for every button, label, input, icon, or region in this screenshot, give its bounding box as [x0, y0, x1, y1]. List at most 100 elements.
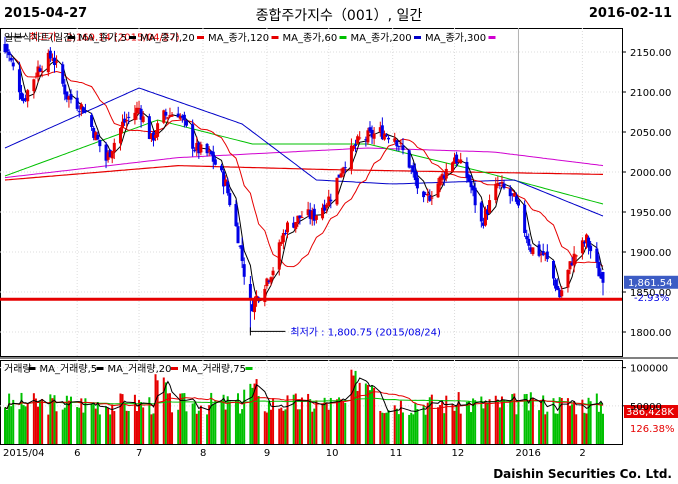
candle-body	[574, 255, 578, 257]
candle-body	[440, 174, 444, 180]
volume-bar	[602, 413, 604, 444]
volume-bar	[511, 394, 514, 444]
price-tick-label: 2150.00	[630, 48, 671, 59]
candle-body	[572, 253, 576, 266]
volume-bar	[422, 404, 425, 444]
candle-body	[46, 52, 50, 73]
volume-bar	[515, 414, 518, 444]
volume-bar	[183, 393, 186, 444]
volume-bar	[156, 380, 159, 444]
candle-body	[240, 245, 244, 261]
volume-bar	[430, 394, 433, 444]
broker-brand: Daishin Securities Co. Ltd.	[493, 467, 672, 481]
price-grid	[0, 28, 678, 359]
volume-bar	[554, 413, 557, 444]
volume-bar	[552, 398, 555, 444]
candle-body	[314, 215, 318, 220]
volume-bar	[381, 412, 384, 444]
candle-body	[26, 90, 30, 102]
volume-bar	[416, 408, 419, 444]
moving-average-lines	[4, 50, 604, 302]
volume-bar	[465, 401, 468, 444]
volume-bar	[181, 393, 184, 444]
volume-bar	[123, 402, 126, 444]
legend-swatch	[339, 36, 347, 39]
volume-bar	[47, 414, 50, 444]
ma300-line	[4, 147, 604, 179]
x-tick-label: 11	[390, 448, 403, 459]
volume-bar	[581, 399, 584, 444]
candle-body	[61, 64, 65, 84]
candle-body	[40, 71, 44, 73]
candle-body	[34, 76, 38, 78]
volume-bar	[408, 414, 411, 444]
volume-bar	[166, 393, 169, 444]
legend-label: MA_종가,300	[425, 32, 486, 44]
volume-bar	[414, 403, 417, 444]
volume-bar	[272, 398, 275, 444]
x-tick-label: 8	[200, 448, 206, 459]
candle-body	[378, 127, 382, 132]
volume-bar	[296, 409, 299, 444]
volume-bar	[451, 404, 454, 444]
candle-body	[248, 284, 252, 300]
candle-body	[17, 69, 21, 93]
candle-body	[279, 241, 283, 244]
candle-body	[271, 270, 275, 276]
candle-body	[283, 233, 287, 235]
candle-body	[508, 188, 512, 197]
price-tick-label: 1850.00	[630, 288, 671, 299]
volume-bar	[595, 393, 598, 444]
candle-body	[516, 200, 520, 206]
volume-bar	[4, 407, 6, 444]
candle-body	[558, 289, 562, 298]
volume-bar	[49, 394, 52, 444]
candle-body	[512, 193, 516, 197]
volume-bar	[575, 414, 578, 444]
candle-body	[267, 280, 271, 282]
volume-bar	[350, 369, 353, 444]
candle-body	[63, 84, 67, 95]
candle-body	[118, 128, 122, 144]
volume-bar	[67, 400, 70, 444]
volume-bar	[280, 407, 283, 444]
volume-bar	[354, 370, 357, 444]
volume-bar	[220, 400, 223, 444]
candle-body	[529, 247, 533, 252]
x-tick-label: 10	[326, 448, 339, 459]
volume-bar	[63, 407, 66, 444]
volume-bar	[428, 397, 431, 444]
volume-bar	[228, 401, 231, 444]
ma120-line	[4, 164, 603, 181]
candle-body	[453, 157, 457, 164]
candle-body	[308, 210, 312, 219]
x-tick-label: 6	[74, 448, 80, 459]
candle-body	[67, 96, 71, 100]
legend-label: MA_거래량,75	[182, 363, 246, 375]
volume-bar	[121, 394, 124, 444]
volume-bar	[177, 409, 180, 444]
candle-body	[329, 199, 333, 202]
volume-bar	[387, 410, 390, 444]
axis-labels: 1800.00 1850.00 1900.00 1950.00 2000.00 2050.…	[3, 32, 671, 459]
volume-bar	[571, 404, 574, 444]
candle-body	[195, 142, 199, 151]
volume-bar	[111, 404, 114, 444]
price-tick-label: 1950.00	[630, 208, 671, 219]
volume-bar	[195, 413, 198, 444]
candle-body	[110, 151, 114, 159]
volume-bar	[18, 409, 21, 444]
candle-body	[48, 50, 52, 59]
volume-bar	[243, 389, 246, 444]
candle-body	[514, 196, 518, 202]
candle-body	[527, 238, 531, 246]
candle-body	[589, 245, 593, 252]
candle-body	[469, 181, 473, 188]
candle-body	[36, 66, 40, 77]
candle-body	[205, 143, 209, 154]
volume-bar	[284, 409, 287, 444]
price-tick-label: 2100.00	[630, 88, 671, 99]
volume-last-label: 386,428K	[626, 407, 674, 418]
candle-body	[321, 207, 325, 219]
